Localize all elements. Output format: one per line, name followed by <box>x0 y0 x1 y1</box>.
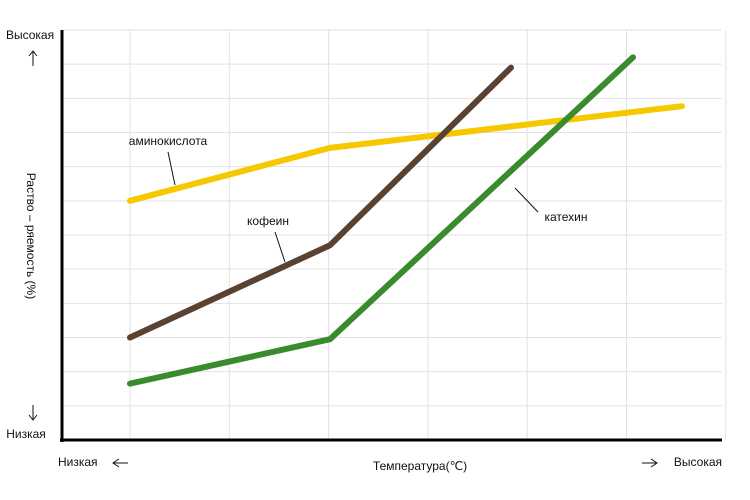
x-low-label: Низкая <box>58 455 98 469</box>
arrow-right <box>642 458 658 468</box>
line <box>127 64 514 341</box>
arrow-up <box>28 50 38 66</box>
y-axis-label: Раство – ряемость (%) <box>24 173 38 299</box>
leader-line <box>167 151 176 186</box>
arrow-down <box>28 405 38 421</box>
line <box>127 54 636 387</box>
y-low-label: Низкая <box>6 427 46 441</box>
leader-line <box>274 231 286 263</box>
series-label: катехин <box>544 210 587 224</box>
x-axis-label: Температура(℃) <box>373 459 467 473</box>
arrow-left <box>112 458 128 468</box>
leader-line <box>514 187 539 213</box>
series-label: аминокислота <box>129 134 208 148</box>
line <box>127 103 685 204</box>
x-high-label: Высокая <box>674 455 722 469</box>
y-high-label: Высокая <box>6 28 54 42</box>
plot <box>127 54 685 387</box>
series-label: кофеин <box>247 214 289 228</box>
